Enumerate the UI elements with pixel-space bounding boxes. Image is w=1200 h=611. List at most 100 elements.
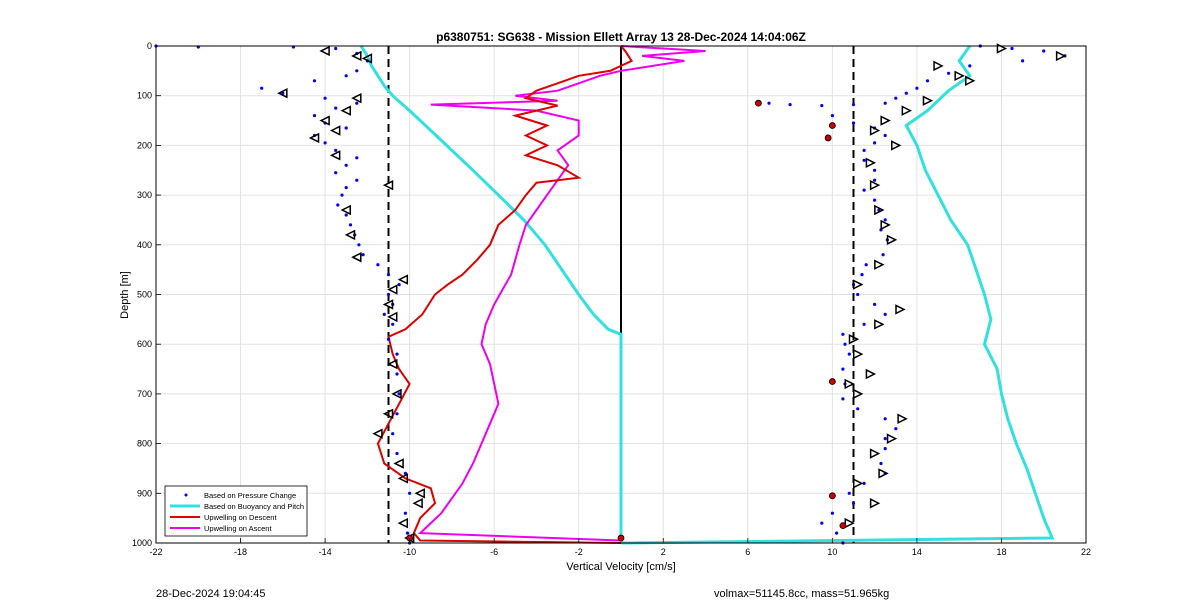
red-dot-marker (828, 122, 836, 129)
descent-triangle-marker (329, 150, 341, 161)
descent-triangle-marker (361, 53, 373, 64)
ascent-triangle-marker (874, 204, 885, 216)
pressure-change-point (879, 461, 883, 466)
descent-triangle-marker (397, 473, 409, 484)
legend-label-ascent: Upwelling on Ascent (204, 524, 272, 533)
pressure-change-point (1010, 46, 1014, 51)
pressure-change-point (344, 163, 348, 167)
y-tick-label: 900 (137, 488, 152, 498)
pressure-change-point (856, 407, 860, 411)
ascent-triangle-marker (852, 279, 864, 290)
pressure-change-point (862, 148, 866, 152)
x-tick-label: -22 (149, 547, 162, 557)
pressure-change-point (344, 126, 348, 130)
pressure-change-point (847, 491, 851, 495)
pressure-change-point (767, 101, 771, 105)
pressure-change-point (391, 322, 395, 326)
y-tick-label: 1000 (132, 538, 152, 548)
ascent-triangle-marker (891, 140, 902, 151)
pressure-change-point (323, 96, 327, 100)
pressure-change-point (841, 397, 845, 401)
legend-item-buoyancy: Based on Buoyancy and Pitch (170, 502, 304, 511)
pressure-change-point (864, 263, 868, 267)
pressure-change-point (405, 531, 410, 535)
pressure-change-point (843, 342, 847, 346)
pressure-change-point (862, 481, 866, 485)
ascent-triangle-marker (897, 413, 908, 424)
legend-item-descent: Upwelling on Descent (170, 513, 277, 522)
descent-triangle-marker (308, 132, 320, 144)
pressure-change-point (260, 86, 264, 90)
pressure-change-point (344, 186, 348, 190)
pressure-change-point (355, 101, 359, 105)
pressure-change-point (788, 103, 792, 107)
pressure-change-point (881, 253, 885, 257)
pressure-change-point (894, 427, 898, 431)
ascent-triangle-marker (1055, 50, 1067, 62)
x-tick-label: 6 (745, 547, 750, 557)
pressure-change-point (835, 531, 839, 535)
pressure-change-point (862, 322, 866, 326)
y-tick-label: 200 (137, 140, 152, 150)
descent-triangle-marker (319, 115, 330, 126)
y-tick-label: 800 (137, 439, 152, 449)
ascent-triangle-marker (933, 60, 944, 72)
pressure-change-point (862, 158, 866, 162)
descent-triangle-marker (344, 229, 356, 241)
y-tick-label: 100 (137, 91, 152, 101)
pressure-change-point (883, 133, 887, 138)
pressure-change-point (397, 283, 401, 287)
pressure-change-point (947, 71, 951, 75)
buoyancy-pitch-descent-line (359, 45, 623, 543)
pressure-change-point (894, 96, 898, 100)
ascent-triangle-marker (869, 448, 881, 459)
descent-triangle-marker (351, 252, 362, 263)
descent-triangle-marker (319, 45, 330, 57)
pressure-change-point (883, 101, 887, 105)
legend-label-pressure: Based on Pressure Change (204, 491, 296, 500)
pressure-change-point (334, 148, 338, 152)
x-axis-ticks: -22 -18 -14 -10 -6 -2 2 6 10 14 18 22 (149, 538, 1091, 557)
pressure-change-point (382, 312, 386, 316)
pressure-change-point (361, 253, 365, 257)
descent-triangle-marker (414, 488, 425, 499)
legend-label-descent: Upwelling on Descent (204, 513, 277, 522)
pressure-change-point (883, 437, 887, 441)
red-dot-marker (824, 134, 832, 142)
legend: Based on Pressure Change Based on Buoyan… (164, 485, 308, 537)
x-tick-label: 14 (912, 547, 922, 557)
ascent-triangle-marker (886, 433, 898, 444)
pressure-change-point (395, 372, 399, 376)
ascent-triangle-marker (922, 95, 934, 106)
ascent-triangle-marker (880, 115, 891, 126)
pressure-change-point (883, 312, 887, 316)
pressure-change-point (820, 521, 824, 525)
pressure-change-point (862, 188, 866, 192)
x-axis-label: Vertical Velocity [cm/s] (566, 561, 675, 573)
red-dot-marker (617, 534, 625, 542)
x-tick-label: -14 (319, 547, 332, 557)
pressure-change-point (915, 86, 919, 90)
pressure-change-point (386, 292, 391, 297)
pressure-change-point (830, 511, 835, 515)
y-tick-label: 700 (137, 389, 152, 399)
pressure-change-point (323, 141, 327, 145)
y-tick-label: 400 (137, 240, 152, 250)
pressure-change-point (312, 79, 317, 83)
pressure-change-point (883, 218, 887, 222)
ascent-triangle-marker (886, 234, 898, 246)
pressure-change-point (355, 156, 359, 160)
red-dot-marker (828, 492, 836, 500)
descent-triangle-marker (391, 388, 402, 400)
pressure-change-point (334, 106, 338, 110)
descent-triangle-marker (387, 311, 398, 323)
red-dot-marker (754, 99, 762, 107)
descent-triangle-marker (387, 358, 398, 370)
descent-triangle-marker (329, 125, 341, 136)
ascent-triangle-marker (901, 105, 913, 116)
ascent-triangle-marker (869, 125, 881, 136)
pressure-change-point (883, 447, 887, 451)
legend-swatch-pressure (184, 493, 188, 497)
y-axis-label: Depth [m] (119, 271, 131, 319)
